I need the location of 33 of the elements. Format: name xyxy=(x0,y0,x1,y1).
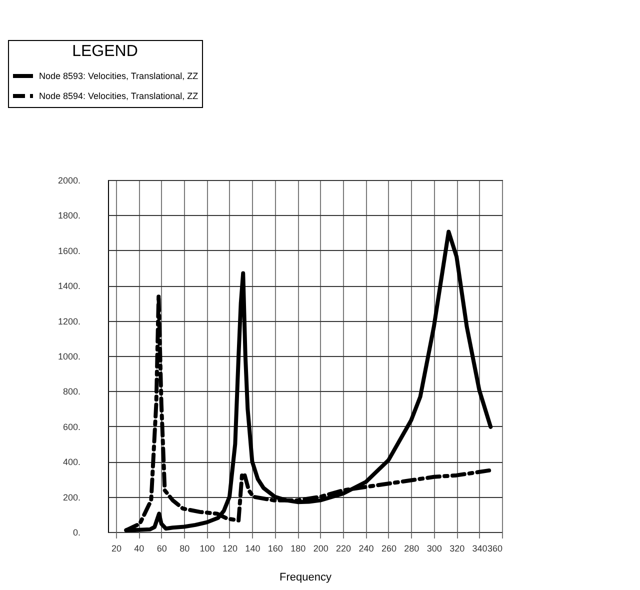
y-tick-label: 1600. xyxy=(58,246,80,256)
legend-title: LEGEND xyxy=(72,43,138,60)
x-tick-label: 120 xyxy=(222,544,238,554)
y-tick-label: 2000. xyxy=(58,176,80,186)
x-tick-label: 240 xyxy=(358,544,374,554)
x-tick-label: 200 xyxy=(313,544,328,554)
y-tick-label: 1000. xyxy=(58,352,80,362)
y-tick-label: 1800. xyxy=(58,210,80,221)
x-tick-label: 60 xyxy=(156,544,167,554)
x-tick-label: 20 xyxy=(111,544,122,554)
x-tick-label: 80 xyxy=(180,544,190,554)
legend-label: Node 8593: Velocities, Translational, ZZ xyxy=(39,71,199,81)
y-tick-label: 0. xyxy=(72,528,80,538)
x-tick-label: 220 xyxy=(336,544,352,554)
y-tick-label: 800. xyxy=(62,386,80,397)
x-axis-title: Frequency xyxy=(280,572,332,584)
x-tick-label: 160 xyxy=(268,544,283,554)
x-tick-label: 140 xyxy=(245,544,260,554)
y-tick-label: 400. xyxy=(62,457,80,468)
x-tick-label: 100 xyxy=(200,544,215,554)
x-tick-label: 320 xyxy=(450,544,465,554)
x-tick-label: 180 xyxy=(290,544,306,554)
y-tick-label: 600. xyxy=(62,422,80,432)
x-tick-label: 40 xyxy=(134,544,144,554)
y-tick-label: 200. xyxy=(62,492,80,502)
x-tick-label: 340 xyxy=(472,544,488,554)
x-tick-label: 360 xyxy=(487,544,502,554)
x-tick-label: 260 xyxy=(381,544,396,554)
x-tick-label: 280 xyxy=(404,544,420,554)
y-tick-label: 1200. xyxy=(58,316,80,326)
legend-label: Node 8594: Velocities, Translational, ZZ xyxy=(39,91,199,101)
x-tick-label: 300 xyxy=(426,544,442,554)
y-tick-label: 1400. xyxy=(58,281,80,292)
